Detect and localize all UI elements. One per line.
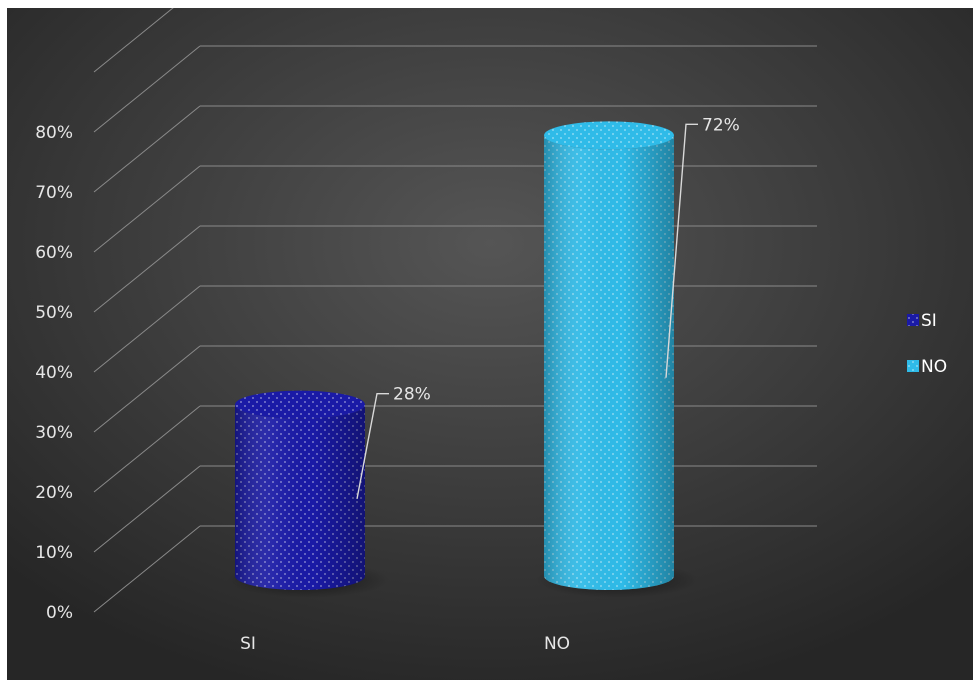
y-tick-label: 30% <box>35 423 73 443</box>
gridline-depth-5 <box>93 225 201 313</box>
gridline-depth-6 <box>93 165 201 253</box>
gridline-depth-2 <box>93 405 201 493</box>
chart-svg: 0% 10% 20% 30% 40% 50% 60% 70% 80% 28% 72% SI NO S… <box>7 8 973 680</box>
bar-no <box>536 121 698 598</box>
x-axis-categories: SI NO <box>240 634 570 654</box>
y-tick-label: 60% <box>35 243 73 263</box>
chart-background <box>7 8 973 680</box>
y-axis-ticks: 0% 10% 20% 30% 40% 50% 60% 70% 80% <box>35 123 73 623</box>
y-tick-label: 20% <box>35 483 73 503</box>
category-label-no: NO <box>544 634 570 654</box>
legend-label-si: SI <box>921 311 937 331</box>
bars-layer <box>227 121 698 598</box>
gridline-depth-8 <box>93 45 201 133</box>
bar-si <box>227 390 389 598</box>
gridline-depth-0 <box>93 525 201 613</box>
legend-swatch-texture <box>907 360 919 372</box>
leader-line-si <box>356 392 389 500</box>
bar-shading <box>235 404 365 590</box>
y-tick-label: 40% <box>35 363 73 383</box>
y-tick-label: 50% <box>35 303 73 323</box>
gridline-depth-1 <box>93 465 201 553</box>
data-labels-layer: 28% 72% <box>356 115 740 500</box>
legend-swatch-texture <box>907 314 919 326</box>
gridline-depth-3 <box>93 345 201 433</box>
data-label-si: 28% <box>393 385 431 405</box>
gridline-depth-7 <box>93 105 201 193</box>
y-tick-label: 80% <box>35 123 73 143</box>
legend: SI NO <box>907 311 947 377</box>
bar-top-texture <box>235 390 365 419</box>
leader-line-no <box>665 123 698 378</box>
chart-frame: 0% 10% 20% 30% 40% 50% 60% 70% 80% 28% 72% SI NO S… <box>7 8 973 680</box>
gridline-depth-9 <box>93 8 174 73</box>
y-tick-label: 0% <box>46 603 73 623</box>
legend-label-no: NO <box>921 357 947 377</box>
gridline-depth-4 <box>93 285 201 373</box>
bar-top-texture <box>544 121 674 150</box>
y-tick-label: 10% <box>35 543 73 563</box>
category-label-si: SI <box>240 634 256 654</box>
bar-shading <box>544 135 674 591</box>
data-label-no: 72% <box>702 115 740 135</box>
y-tick-label: 70% <box>35 183 73 203</box>
